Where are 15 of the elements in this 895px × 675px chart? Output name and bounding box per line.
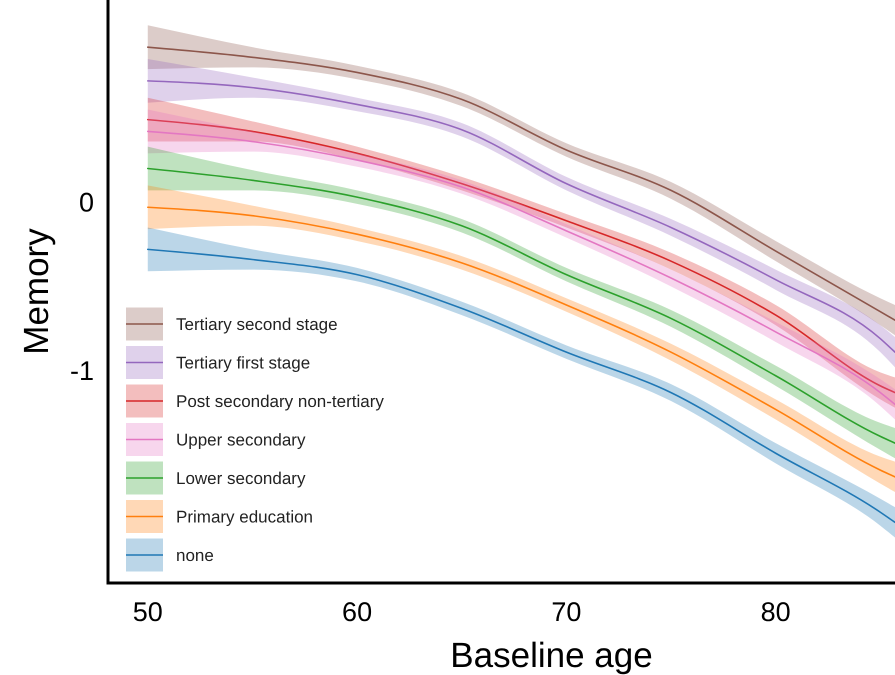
legend-label: Tertiary first stage (176, 354, 310, 372)
x-tick-label: 50 (132, 597, 163, 627)
y-axis-title: Memory (17, 228, 56, 355)
x-axis-title: Baseline age (450, 636, 653, 675)
y-tick-label: 0 (78, 188, 94, 218)
x-tick-label: 70 (551, 597, 582, 627)
legend-label: none (176, 546, 214, 565)
legend-label: Primary education (176, 508, 314, 526)
legend-label: Post secondary non-tertiary (176, 392, 384, 411)
legend-label: Tertiary second stage (176, 315, 338, 334)
x-tick-label: 80 (760, 597, 791, 627)
legend-label: Lower secondary (176, 469, 306, 488)
y-tick-label: -1 (70, 356, 94, 386)
x-tick-label: 60 (342, 597, 372, 627)
legend-label: Upper secondary (176, 430, 306, 450)
